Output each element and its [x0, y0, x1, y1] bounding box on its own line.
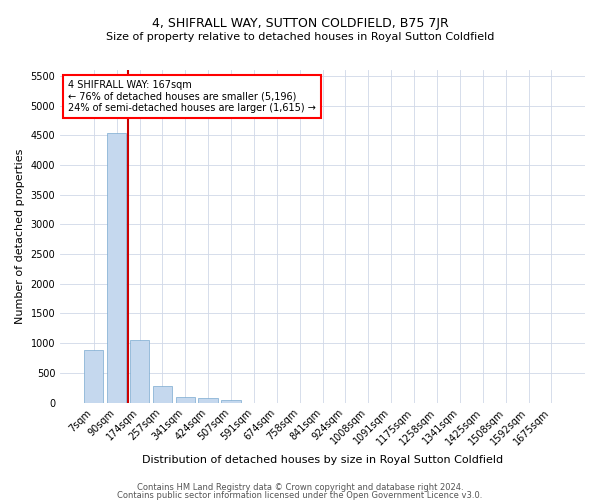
Text: 4 SHIFRALL WAY: 167sqm
← 76% of detached houses are smaller (5,196)
24% of semi-: 4 SHIFRALL WAY: 167sqm ← 76% of detached… [68, 80, 316, 113]
Text: Contains public sector information licensed under the Open Government Licence v3: Contains public sector information licen… [118, 490, 482, 500]
Bar [221, 400, 241, 402]
Y-axis label: Number of detached properties: Number of detached properties [15, 148, 25, 324]
Text: Size of property relative to detached houses in Royal Sutton Coldfield: Size of property relative to detached ho… [106, 32, 494, 42]
Bar [176, 397, 195, 402]
Text: 4, SHIFRALL WAY, SUTTON COLDFIELD, B75 7JR: 4, SHIFRALL WAY, SUTTON COLDFIELD, B75 7… [152, 18, 448, 30]
Text: Contains HM Land Registry data © Crown copyright and database right 2024.: Contains HM Land Registry data © Crown c… [137, 483, 463, 492]
Bar [107, 133, 127, 402]
Bar [152, 386, 172, 402]
Bar [199, 398, 218, 402]
X-axis label: Distribution of detached houses by size in Royal Sutton Coldfield: Distribution of detached houses by size … [142, 455, 503, 465]
Bar [130, 340, 149, 402]
Bar [84, 350, 103, 403]
